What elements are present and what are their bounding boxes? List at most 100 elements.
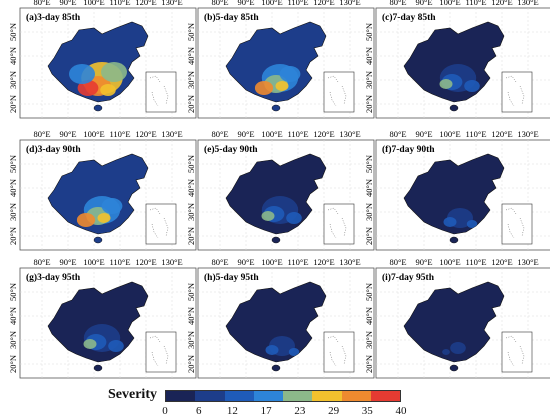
y-tick-label: 40°N [8,179,18,197]
severity-patches [76,196,123,227]
x-tick-label: 130°E [339,0,360,7]
severity-patch [443,217,457,227]
colorbar-label: 35 [361,405,373,417]
panel-title: (f)7-day 90th [382,145,435,155]
y-tick-label: 30°N [364,331,374,349]
severity-patch [100,84,116,96]
y-tick-label: 20°N [8,355,18,373]
map-panel-d: 80°E 90°E 100°E 110°E 120°E 130°E 50°N 40°N 30°N… [8,129,197,251]
severity-patch [279,66,301,82]
y-tick-label: 50°N [8,283,18,301]
panel-title: (b)5-day 85th [204,13,259,23]
china-landmass [225,153,327,235]
severity-patch [288,348,300,356]
south-china-sea-inset [501,331,533,373]
x-tick-label: 90°E [415,129,432,139]
colorbar-label: 29 [328,405,340,417]
x-tick-label: 90°E [237,129,254,139]
colorbar-label: 40 [395,405,407,417]
y-tick-label: 20°N [364,355,374,373]
y-tick-label: 20°N [186,227,196,245]
x-tick-label: 120°E [313,257,334,267]
map-svg-g: 80°E 90°E 100°E 110°E 120°E 130°E 50°N 40°N 30°N… [8,257,197,379]
x-tick-label: 110°E [465,0,486,7]
map-svg-d: 80°E 90°E 100°E 110°E 120°E 130°E 50°N 40°N 30°N… [8,129,197,251]
hainan-island [449,364,459,372]
y-tick-label: 20°N [8,95,18,113]
x-tick-label: 120°E [135,0,156,7]
severity-patches [442,342,466,355]
x-tick-label: 120°E [491,0,512,7]
x-tick-label: 110°E [465,257,486,267]
south-china-sea-inset [145,331,177,373]
y-tick-label: 50°N [8,155,18,173]
x-tick-label: 110°E [465,129,486,139]
x-tick-label: 130°E [517,257,538,267]
nine-dash-line [505,75,525,107]
colorbar-swatch [166,391,196,401]
nine-dash-line [327,335,347,367]
hainan-island [93,104,103,112]
y-tick-label: 30°N [186,71,196,89]
x-tick-label: 80°E [211,0,228,7]
x-tick-label: 120°E [313,129,334,139]
map-panel-c: 80°E 90°E 100°E 110°E 120°E 130°E 50°N 40°N 30°N… [364,0,550,119]
nine-dash-line [149,335,169,367]
x-tick-label: 100°E [439,257,460,267]
severity-patch [97,213,111,223]
colorbar-swatch [253,391,283,401]
y-tick-label: 30°N [186,203,196,221]
china-landmass [403,21,505,103]
severity-patch [265,345,279,355]
china-landmass [47,21,149,103]
map-panel-e: 80°E 90°E 100°E 110°E 120°E 130°E 50°N 40°N 30°N… [186,129,375,251]
hainan-island [93,364,103,372]
x-tick-label: 110°E [109,257,130,267]
nine-dash-line [149,207,169,239]
severity-patch [254,81,274,95]
x-tick-label: 120°E [135,257,156,267]
colorbar-label: 6 [195,405,202,417]
x-tick-label: 80°E [211,257,228,267]
severity-patch [261,211,275,221]
panel-title: (g)3-day 95th [26,273,81,283]
map-panel-g: 80°E 90°E 100°E 110°E 120°E 130°E 50°N 40°N 30°N… [8,257,197,379]
severity-patch [77,80,99,96]
severity-patch [275,81,289,91]
panel-title: (i)7-day 95th [382,273,434,283]
map-svg-a: 80°E 90°E 100°E 110°E 120°E 130°E 50°N 40°N 30°N… [8,0,197,119]
x-tick-label: 100°E [83,0,104,7]
x-tick-label: 100°E [261,257,282,267]
y-tick-label: 20°N [364,95,374,113]
severity-patches [439,64,480,92]
map-panel-a: 80°E 90°E 100°E 110°E 120°E 130°E 50°N 40°N 30°N… [8,0,197,119]
nine-dash-line [505,335,525,367]
x-tick-label: 80°E [33,257,50,267]
legend-title: Severity [108,387,157,402]
colorbar [165,390,401,402]
x-tick-label: 130°E [517,129,538,139]
panel-title: (a)3-day 85th [26,13,81,23]
severity-patches [254,64,301,95]
map-svg-i: 80°E 90°E 100°E 110°E 120°E 130°E 50°N 40°N 30°N… [364,257,550,379]
x-tick-label: 130°E [339,129,360,139]
colorbar-swatch [370,391,400,401]
x-tick-label: 100°E [83,257,104,267]
x-tick-label: 130°E [517,0,538,7]
x-tick-label: 80°E [389,129,406,139]
x-tick-label: 120°E [135,129,156,139]
severity-patch [83,339,97,349]
x-tick-label: 130°E [339,257,360,267]
x-tick-label: 100°E [83,129,104,139]
y-tick-label: 50°N [364,155,374,173]
x-tick-label: 80°E [33,0,50,7]
x-tick-label: 100°E [261,129,282,139]
y-tick-label: 40°N [8,307,18,325]
x-tick-label: 110°E [287,0,308,7]
x-tick-label: 90°E [59,129,76,139]
x-tick-label: 90°E [237,0,254,7]
severity-patches [83,324,124,352]
severity-patch [464,80,480,92]
severity-patch [466,220,478,228]
colorbar-swatch [341,391,371,401]
